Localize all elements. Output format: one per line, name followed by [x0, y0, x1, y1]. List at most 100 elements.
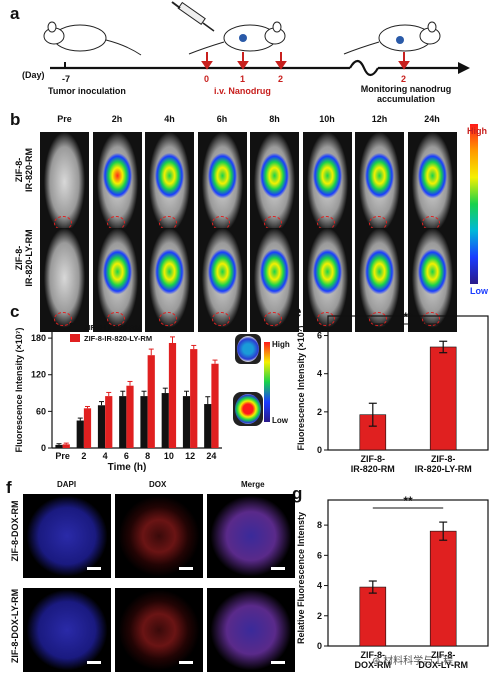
microscopy-image: [115, 494, 203, 578]
microscopy-image: [115, 588, 203, 672]
microscopy-column-header: DOX: [149, 480, 167, 489]
bar: [119, 396, 127, 448]
tumor-signal-2: [235, 394, 261, 424]
y-tick-label: 180: [31, 333, 46, 343]
tumor-site-marker: [316, 312, 335, 326]
plot-frame: [327, 315, 489, 451]
mouse-fluorescence-image: [145, 132, 194, 236]
mouse-fluorescence-image: [407, 228, 457, 332]
tick-day-minus7: -7: [62, 74, 71, 84]
panel-d-colorbar: [264, 342, 270, 422]
legend-swatch: [70, 323, 80, 331]
iv-nanodrug-label: i.v. Nanodrug: [214, 86, 271, 96]
timepoint-header: 24h: [424, 114, 440, 124]
scale-bar: [271, 567, 285, 570]
tumor-site-marker: [159, 312, 177, 326]
timepoint-header: Pre: [57, 114, 72, 124]
row-label-dox-ly-rm: ZIF-8-DOX-LY-RM: [10, 588, 20, 664]
x-axis-label: Time (h): [108, 462, 147, 473]
timeline-diagram: [43, 1, 470, 77]
y-tick-label: 4: [317, 369, 322, 379]
bar: [359, 586, 387, 647]
mouse-fluorescence-image: [302, 228, 352, 332]
panel-a-letter: a: [10, 4, 20, 23]
bar: [168, 342, 177, 448]
x-tick-label: IR-820-LY-RM: [415, 464, 472, 474]
mouse-fluorescence-image: [250, 228, 299, 332]
watermark: ⊛ 材料科学与工程: [372, 656, 454, 667]
tumor-site-marker: [421, 312, 440, 326]
scale-bar: [271, 661, 285, 664]
panel-c-letter: c: [10, 302, 20, 321]
bar: [429, 530, 457, 647]
tumor-site-marker: [369, 312, 387, 326]
chart-e-tumor-fluorescence: 0246ZIF-8-IR-820-RMZIF-8-IR-820-LY-RM**F…: [296, 310, 489, 474]
x-tick-label: 8: [145, 451, 150, 461]
microscopy-image: [207, 588, 295, 672]
x-tick-label: ZIF-8-: [361, 650, 386, 660]
panel-d-low-label: Low: [272, 416, 288, 425]
panel-b-letter: b: [10, 110, 21, 129]
row-label-ir820-rm: ZIF-8- IR-820-RM: [14, 148, 34, 193]
timepoint-header: 4h: [164, 114, 175, 124]
bar: [204, 404, 212, 448]
mouse-fluorescence-image: [250, 132, 299, 236]
y-tick-label: 8: [317, 520, 322, 530]
y-tick-label: 0: [317, 445, 322, 455]
legend-label: ZIF-8-IR-820-LY-RM: [84, 334, 152, 343]
x-tick-label: ZIF-8-: [361, 454, 386, 464]
panel-f-letter: f: [6, 478, 12, 497]
mouse-icon: [343, 21, 441, 55]
bar: [126, 385, 134, 448]
mouse-fluorescence-image: [197, 132, 247, 236]
legend-label: ZIF-8-IR-820-RM: [84, 323, 141, 332]
y-tick-label: 0: [41, 443, 46, 453]
x-tick-label: IR-820-RM: [351, 464, 395, 474]
y-tick-label: 6: [317, 331, 322, 341]
timepoint-header: 8h: [269, 114, 280, 124]
bar: [147, 355, 155, 448]
bar: [55, 444, 63, 448]
microscopy-image: [23, 494, 111, 578]
mouse-icon: [188, 21, 286, 55]
y-tick-label: 2: [317, 611, 322, 621]
y-axis-label: Fluorescence Intensity (×10⁷): [14, 327, 24, 452]
tick-day-2: 2: [278, 74, 284, 84]
significance-label: **: [403, 310, 413, 324]
significance-label: **: [403, 494, 413, 508]
timepoint-header: 10h: [319, 114, 335, 124]
tick-day-1: 1: [240, 74, 246, 84]
mouse-icon: [43, 21, 142, 56]
mouse-fluorescence-image: [92, 132, 142, 236]
bar: [105, 396, 113, 448]
mouse-fluorescence-image: [92, 228, 142, 332]
chart-g-dox-fluorescence: 02468ZIF-8-DOX-RMZIF-8-DOX-LY-RM**Relati…: [296, 494, 489, 670]
mouse-fluorescence-image: [355, 132, 404, 236]
microscopy-column-header: Merge: [241, 480, 265, 489]
tumor-site-marker: [264, 312, 282, 326]
colorbar-high-label: High: [467, 126, 487, 136]
x-tick-label: ZIF-8-: [431, 454, 456, 464]
y-tick-label: 120: [31, 370, 46, 380]
scale-bar: [179, 661, 193, 664]
x-tick-label: DOX-RM: [355, 660, 392, 670]
syringe-icon: [171, 1, 215, 32]
mouse-fluorescence-image: [40, 132, 89, 236]
bar: [83, 408, 92, 448]
bar: [62, 444, 70, 448]
plot-frame: [327, 499, 489, 647]
scale-bar: [87, 661, 101, 664]
timepoint-header: 2h: [111, 114, 123, 124]
tick-day-0: 0: [204, 74, 210, 84]
mouse-fluorescence-image: [197, 228, 247, 332]
mouse-fluorescence-image: [355, 228, 404, 332]
row-label-ir820-ly-rm: ZIF-8- IR-820-LY-RM: [14, 229, 34, 287]
x-tick-label: DOX-LY-RM: [418, 660, 468, 670]
x-tick-label: 4: [103, 451, 108, 461]
microscopy-image: [23, 588, 111, 672]
monitoring-label: Monitoring nanodrug accumulation: [360, 84, 452, 104]
y-axis-label: Relative Fluorescence Intensty: [296, 512, 306, 644]
legend-swatch: [70, 334, 80, 342]
bar: [190, 349, 198, 448]
